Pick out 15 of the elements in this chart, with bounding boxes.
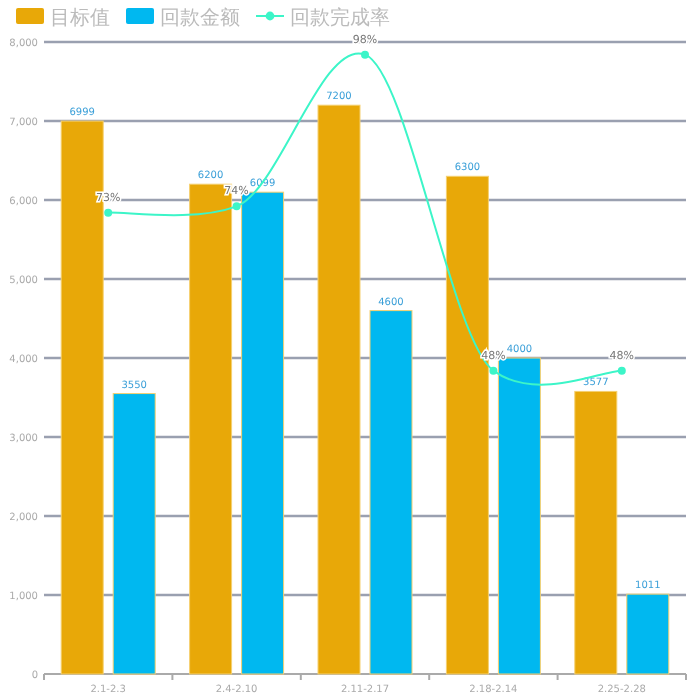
bar xyxy=(112,393,156,675)
bar xyxy=(497,357,541,675)
bar xyxy=(574,390,618,675)
bar xyxy=(241,191,285,675)
bar xyxy=(317,104,361,675)
point xyxy=(361,50,369,59)
legend-label: 回款金额 xyxy=(160,6,240,30)
point xyxy=(104,208,113,217)
bar xyxy=(626,593,670,675)
point xyxy=(489,366,498,375)
point xyxy=(232,202,241,211)
legend-label: 回款完成率 xyxy=(290,6,390,30)
point xyxy=(617,366,626,375)
bar xyxy=(369,310,413,675)
legend-label: 目标值 xyxy=(50,6,110,30)
